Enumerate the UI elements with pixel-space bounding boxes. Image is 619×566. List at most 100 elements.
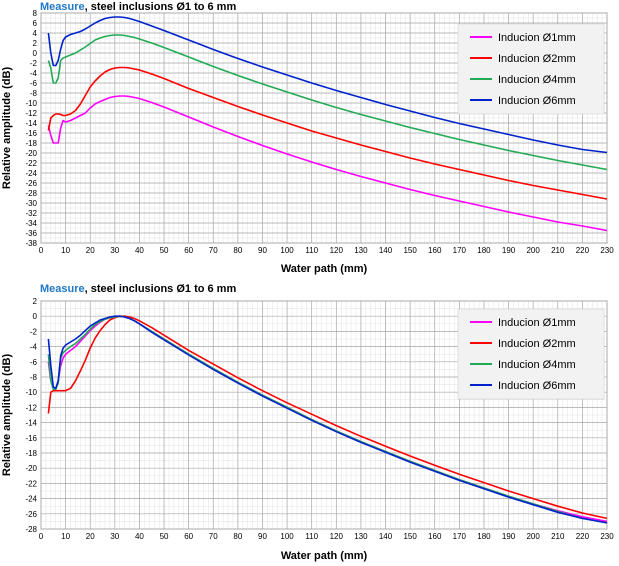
x-tick-label: 100 [280, 246, 294, 255]
x-tick-label: 230 [600, 532, 614, 541]
series-line-1 [47, 95, 608, 232]
x-tick-label: 230 [600, 246, 614, 255]
x-tick-label: 170 [453, 532, 467, 541]
x-tick-label: 30 [110, 246, 119, 255]
x-tick-label: 220 [576, 532, 590, 541]
y-tick-label: -20 [25, 149, 37, 158]
series-line-3 [47, 34, 608, 171]
x-tick-label: 40 [135, 532, 144, 541]
y-tick-label: -38 [25, 239, 37, 248]
series-line-2 [47, 315, 608, 520]
y-tick-label: -20 [25, 464, 37, 473]
x-tick-label: 90 [258, 246, 267, 255]
y-tick-label: 6 [33, 19, 38, 28]
chart-2-title-accent: Measure [40, 283, 85, 295]
x-tick-label: 80 [233, 532, 242, 541]
x-tick-label: 50 [160, 246, 169, 255]
x-tick-label: 150 [403, 532, 417, 541]
legend-label-2: Inducion Ø2mm [498, 53, 576, 65]
x-tick-label: 40 [135, 246, 144, 255]
chart-2-title-rest: , steel inclusions Ø1 to 6 mm [84, 283, 237, 295]
chart-1-title-accent: Measure [40, 1, 85, 13]
y-tick-label: 0 [33, 312, 38, 321]
y-axis-label: Relative amplitude (dB) [1, 354, 13, 477]
x-tick-label: 190 [502, 246, 516, 255]
y-tick-label: -8 [30, 89, 38, 98]
y-tick-label: -30 [25, 199, 37, 208]
y-tick-label: -22 [25, 479, 37, 488]
chart-2-svg: 0 10 20 30 40 50 60 70 80 90 100 110 120 130 140 150 160… [1, 297, 614, 562]
x-axis-label: Water path (mm) [281, 550, 368, 562]
y-tick-label: -32 [25, 209, 37, 218]
y-tick-label: -22 [25, 159, 37, 168]
x-tick-label: 160 [428, 532, 442, 541]
legend-label-1: Inducion Ø1mm [498, 32, 576, 44]
x-tick-label: 10 [61, 532, 70, 541]
y-tick-label: -24 [25, 169, 37, 178]
x-tick-label: 10 [61, 246, 70, 255]
x-tick-label: 120 [330, 532, 344, 541]
x-tick-label: 130 [354, 532, 368, 541]
y-tick-label: -2 [30, 59, 38, 68]
x-tick-label: 140 [379, 246, 393, 255]
x-tick-label: 200 [526, 246, 540, 255]
chart-2-title: Measure, steel inclusions Ø1 to 6 mm [40, 283, 236, 295]
y-tick-label: 8 [33, 9, 38, 18]
x-tick-label: 20 [86, 246, 95, 255]
x-tick-label: 30 [110, 532, 119, 541]
y-tick-label: -4 [30, 69, 38, 78]
x-tick-label: 90 [258, 532, 267, 541]
chart-panel-1: Measure, steel inclusions Ø1 to 6 mm 0 10… [1, 1, 614, 275]
x-tick-label: 180 [477, 246, 491, 255]
y-tick-label: -16 [25, 129, 37, 138]
x-tick-label: 120 [330, 246, 344, 255]
x-tick-label: 70 [209, 246, 218, 255]
y-tick-label: -28 [25, 189, 37, 198]
x-tick-label: 60 [184, 246, 193, 255]
y-axis-label: Relative amplitude (dB) [1, 67, 13, 190]
y-tick-label: -12 [25, 403, 37, 412]
x-tick-label: 80 [233, 246, 242, 255]
x-tick-label: 140 [379, 532, 393, 541]
y-tick-label: -6 [30, 79, 38, 88]
legend-label-2: Inducion Ø2mm [498, 338, 576, 350]
x-tick-label: 60 [184, 532, 193, 541]
x-tick-label: 50 [160, 532, 169, 541]
legend: Inducion Ø1mm Inducion Ø2mm Inducion Ø4mm I… [457, 308, 605, 400]
y-tick-label: -2 [30, 327, 38, 336]
y-tick-label: -8 [30, 373, 38, 382]
legend-label-3: Inducion Ø4mm [498, 74, 576, 86]
y-tick-label: 4 [33, 29, 38, 38]
chart-1-title: Measure, steel inclusions Ø1 to 6 mm [40, 1, 236, 13]
x-tick-label: 190 [502, 532, 516, 541]
x-tick-label: 200 [526, 532, 540, 541]
legend-label-3: Inducion Ø4mm [498, 359, 576, 371]
y-tick-label: -26 [25, 510, 37, 519]
chart-1-svg: 0 10 20 30 40 50 60 70 80 90 100 110 120 130 140 150 160… [1, 9, 614, 275]
y-tick-label: -34 [25, 219, 37, 228]
series-line-4 [47, 16, 608, 154]
chart-panel-2: Measure, steel inclusions Ø1 to 6 mm 0 10… [0, 283, 619, 566]
y-tick-label: -28 [25, 525, 37, 534]
y-tick-label: -16 [25, 434, 37, 443]
y-tick-label: -18 [25, 139, 37, 148]
y-tick-label: -6 [30, 358, 38, 367]
x-tick-label: 130 [354, 246, 368, 255]
y-tick-label: -10 [25, 99, 37, 108]
grid [40, 12, 608, 244]
chart-1-title-rest: , steel inclusions Ø1 to 6 mm [84, 1, 237, 13]
y-tick-label: -18 [25, 449, 37, 458]
y-tick-label: -14 [25, 419, 37, 428]
x-tick-label: 210 [551, 246, 565, 255]
x-tick-label: 70 [209, 532, 218, 541]
x-tick-label: 110 [305, 246, 318, 255]
y-tick-label: -14 [25, 119, 37, 128]
legend-label-4: Inducion Ø6mm [498, 95, 576, 107]
y-tick-label: 2 [33, 39, 38, 48]
x-tick-label: 220 [576, 246, 590, 255]
legend-label-1: Inducion Ø1mm [498, 317, 576, 329]
x-tick-label: 210 [551, 532, 565, 541]
x-tick-label: 0 [39, 532, 44, 541]
legend-label-4: Inducion Ø6mm [498, 380, 576, 392]
x-tick-label: 150 [403, 246, 417, 255]
